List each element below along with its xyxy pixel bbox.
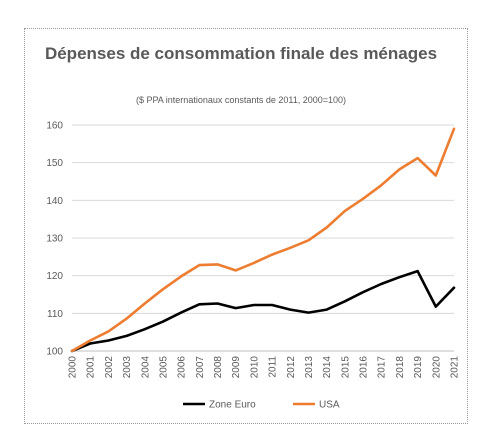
x-tick-label: 2010: [249, 356, 260, 379]
x-tick-label: 2017: [377, 356, 388, 379]
x-tick-label: 2016: [359, 356, 370, 379]
y-axis-ticks: 100 110 120 130 140 150 160: [46, 121, 63, 358]
x-tick-label: 2012: [286, 356, 297, 379]
chart-frame: [24, 28, 468, 424]
y-tick-label: 130: [46, 234, 63, 245]
x-tick-label: 2013: [304, 356, 315, 379]
series-line-usa: [70, 127, 456, 353]
x-tick-label: 2018: [395, 356, 406, 379]
y-tick-label: 140: [46, 196, 63, 207]
y-tick-label: 110: [47, 309, 63, 320]
x-tick-label: 2011: [268, 356, 279, 378]
x-tick-label: 2004: [140, 356, 151, 379]
x-tick-label: 2001: [86, 356, 97, 379]
series-lines: [70, 127, 456, 353]
x-tick-label: 2002: [104, 356, 115, 379]
chart-subtitle: ($ PPA internationaux constants de 2011,…: [135, 95, 347, 105]
x-tick-label: 2000: [68, 356, 79, 379]
y-tick-label: 160: [46, 121, 63, 132]
x-tick-label: 2009: [231, 356, 242, 379]
x-tick-label: 2019: [413, 356, 424, 379]
x-tick-label: 2015: [340, 356, 351, 379]
series-line-zone-euro: [70, 269, 456, 353]
x-tick-label: 2008: [213, 356, 224, 379]
x-tick-label: 2003: [122, 356, 133, 379]
legend-label: Zone Euro: [209, 400, 256, 411]
y-tick-label: 120: [46, 271, 63, 282]
x-tick-label: 2014: [322, 356, 333, 379]
chart-title: Dépenses de consommation finale des ména…: [44, 44, 438, 63]
x-tick-label: 2005: [158, 356, 169, 379]
gridlines: [72, 124, 454, 352]
x-tick-label: 2006: [177, 356, 188, 379]
x-tick-label: 2021: [450, 356, 461, 379]
y-tick-label: 150: [46, 158, 63, 169]
x-tick-label: 2020: [431, 356, 442, 379]
legend: Zone Euro USA: [183, 400, 340, 411]
x-tick-label: 2007: [195, 356, 206, 379]
legend-label: USA: [319, 400, 340, 411]
x-axis-ticks: 2000 2001 2002 2003 2004 2005 2006 2007 2008 2009…: [68, 356, 461, 379]
y-tick-label: 100: [46, 347, 63, 358]
